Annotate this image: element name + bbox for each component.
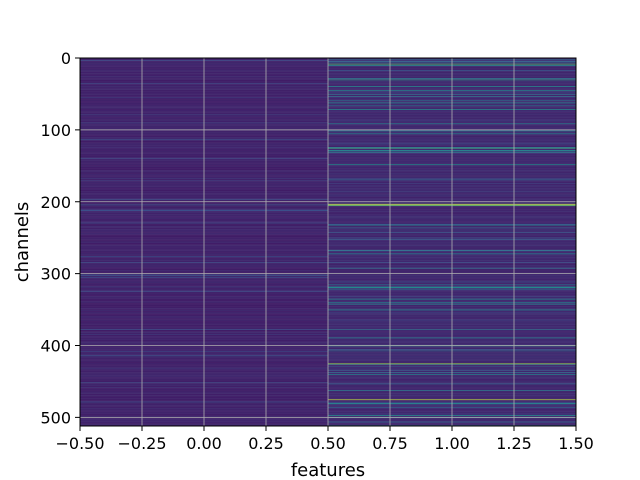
- y-tick-label: 500: [40, 408, 71, 427]
- y-tick-label: 0: [61, 49, 71, 68]
- x-tick-label: −0.50: [55, 434, 104, 453]
- y-tick-label: 100: [40, 121, 71, 140]
- x-tick-label: 0.75: [372, 434, 408, 453]
- x-tick-label: 1.25: [496, 434, 532, 453]
- x-tick-label: 0.25: [248, 434, 284, 453]
- x-tick-label: 0.50: [310, 434, 346, 453]
- x-tick-label: −0.25: [117, 434, 166, 453]
- x-axis: −0.50 −0.25 0.00 0.25 0.50 0.75 1.00 1.25 1.50: [55, 426, 594, 453]
- x-axis-label: features: [291, 460, 365, 480]
- x-tick-label: 1.00: [434, 434, 470, 453]
- x-tick-label: 0.00: [186, 434, 222, 453]
- y-axis-label: channels: [12, 202, 33, 283]
- y-tick-label: 300: [40, 265, 71, 284]
- y-tick-label: 400: [40, 337, 71, 356]
- y-axis: 0 100 200 300 400 500: [40, 49, 80, 427]
- y-tick-label: 200: [40, 193, 71, 212]
- x-tick-label: 1.50: [558, 434, 594, 453]
